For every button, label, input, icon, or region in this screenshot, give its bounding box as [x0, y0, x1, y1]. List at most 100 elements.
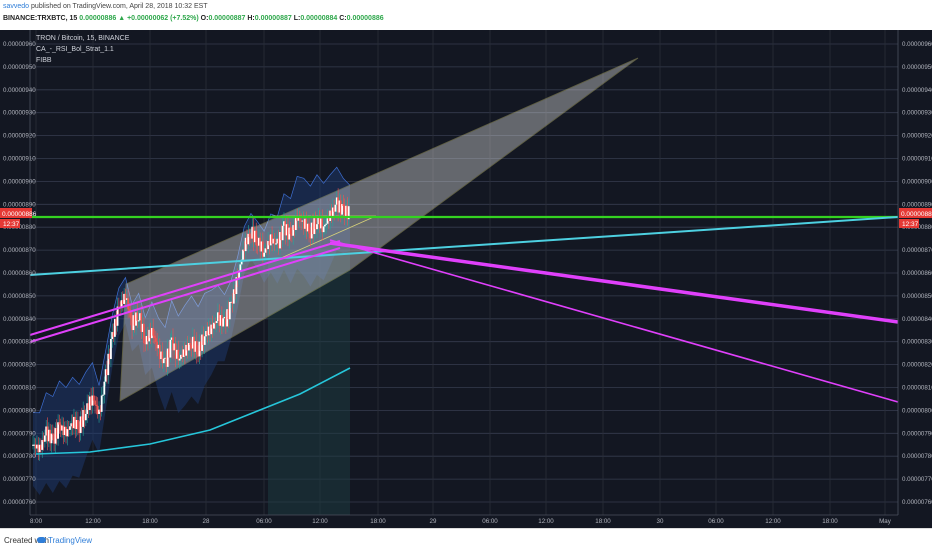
price-tag-left-time: 12:37	[3, 221, 20, 228]
candle-body	[210, 324, 213, 335]
candle-body	[160, 351, 163, 360]
candle-body	[135, 312, 137, 326]
candle-body	[92, 395, 95, 401]
candle-body	[96, 405, 99, 414]
candle-body	[108, 353, 111, 360]
candle-body	[342, 204, 345, 206]
x-tick-label: 06:00	[708, 518, 724, 525]
candle-body	[150, 327, 153, 339]
price-value: 0.00000886	[79, 15, 117, 22]
y-tick-label-right: 0.00000920	[902, 133, 932, 140]
x-tick-label: 8:00	[30, 518, 43, 525]
candle-body	[90, 396, 93, 406]
candle-body	[86, 403, 89, 414]
y-tick-label-left: 0.00000780	[3, 453, 36, 460]
candle-body	[276, 238, 279, 244]
candle-body	[88, 396, 91, 410]
candle-body	[211, 324, 214, 329]
candle-body	[321, 218, 324, 233]
candle-body	[128, 309, 131, 312]
y-tick-label-right: 0.00000810	[902, 385, 932, 392]
candle-body	[301, 220, 304, 222]
candle-body	[80, 416, 83, 427]
high-label: H:	[247, 15, 255, 22]
candle-body	[110, 338, 112, 360]
price-chart[interactable]: 0.00000960 0.00000960 0.00000950 0.00000950…	[0, 30, 932, 528]
candle-body	[305, 218, 308, 232]
candle-body	[243, 249, 246, 252]
price-tag-left-bg	[0, 208, 32, 218]
y-tick-label-right: 0.00000770	[902, 476, 932, 483]
y-tick-label-left: 0.00000930	[3, 110, 36, 117]
high-value: 0.00000887	[254, 15, 292, 22]
candle-body	[152, 327, 155, 336]
y-tick-label-left: 0.00000870	[3, 247, 36, 254]
candle-body	[183, 349, 186, 356]
candle-body	[158, 344, 161, 360]
candle-body	[338, 200, 341, 213]
candle-body	[313, 218, 316, 235]
candle-body	[162, 358, 165, 364]
axes: 0.00000960 0.00000960 0.00000950 0.00000950…	[3, 30, 932, 525]
candle-body	[145, 335, 148, 345]
candle-body	[298, 217, 301, 221]
y-tick-label-left: 0.00000910	[3, 156, 36, 163]
price-tag-left: 0.00000886 12:37	[0, 208, 37, 228]
y-tick-label-right: 0.00000910	[902, 156, 932, 163]
candle-body	[309, 233, 312, 239]
y-tick-label-left: 0.00000760	[3, 499, 36, 506]
candle-body	[115, 319, 118, 326]
candle-body	[33, 444, 36, 446]
candle-body	[40, 444, 42, 450]
candle-body	[147, 335, 149, 342]
candle-body	[268, 241, 271, 246]
candle-body	[284, 221, 287, 236]
candle-body	[59, 424, 62, 431]
y-tick-label-right: 0.00000840	[902, 316, 932, 323]
candle-body	[244, 237, 247, 252]
x-tick-label: 18:00	[142, 518, 158, 525]
candle-body	[224, 316, 227, 327]
candle-body	[136, 312, 139, 321]
candle-body	[144, 343, 147, 345]
candle-body	[289, 227, 292, 235]
candle-body	[165, 357, 168, 367]
candle-body	[34, 444, 37, 449]
candle-body	[168, 348, 170, 358]
y-tick-label-right: 0.00000870	[902, 247, 932, 254]
low-value: 0.00000884	[300, 15, 338, 22]
candle-body	[99, 409, 102, 412]
candle-body	[334, 204, 337, 212]
y-tick-label-right: 0.00000800	[902, 407, 932, 414]
candle-body	[87, 403, 90, 410]
y-tick-label-right: 0.00000930	[902, 110, 932, 117]
candle-body	[254, 230, 256, 243]
candle-body	[341, 204, 343, 215]
candle-body	[50, 433, 53, 444]
candle-body	[207, 326, 210, 336]
price-tag-right-bg	[899, 208, 932, 218]
candle-body	[178, 358, 181, 361]
candle-body	[339, 200, 342, 215]
candle-body	[228, 301, 231, 320]
candle-body	[218, 312, 221, 326]
candle-body	[219, 315, 222, 326]
candle-body	[77, 419, 79, 430]
candle-body	[275, 243, 277, 245]
cyan-trend-line	[29, 216, 899, 276]
candle-body	[195, 341, 198, 355]
tradingview-link[interactable]: TradingView	[48, 536, 93, 545]
drawings-front	[29, 215, 899, 455]
y-tick-label-right: 0.00000830	[902, 339, 932, 346]
y-tick-label-left: 0.00000840	[3, 316, 36, 323]
candle-body	[318, 217, 321, 229]
publisher-link[interactable]: savvedo	[3, 3, 30, 10]
price-tag-left-price: 0.00000886	[2, 211, 37, 218]
y-tick-label-right: 0.00000950	[902, 64, 932, 71]
candle-body	[223, 316, 226, 319]
candle-body	[292, 225, 295, 236]
candle-body	[187, 342, 190, 351]
y-tick-label-right: 0.00000900	[902, 178, 932, 185]
candle-body	[111, 332, 114, 339]
candle-body	[343, 205, 346, 218]
